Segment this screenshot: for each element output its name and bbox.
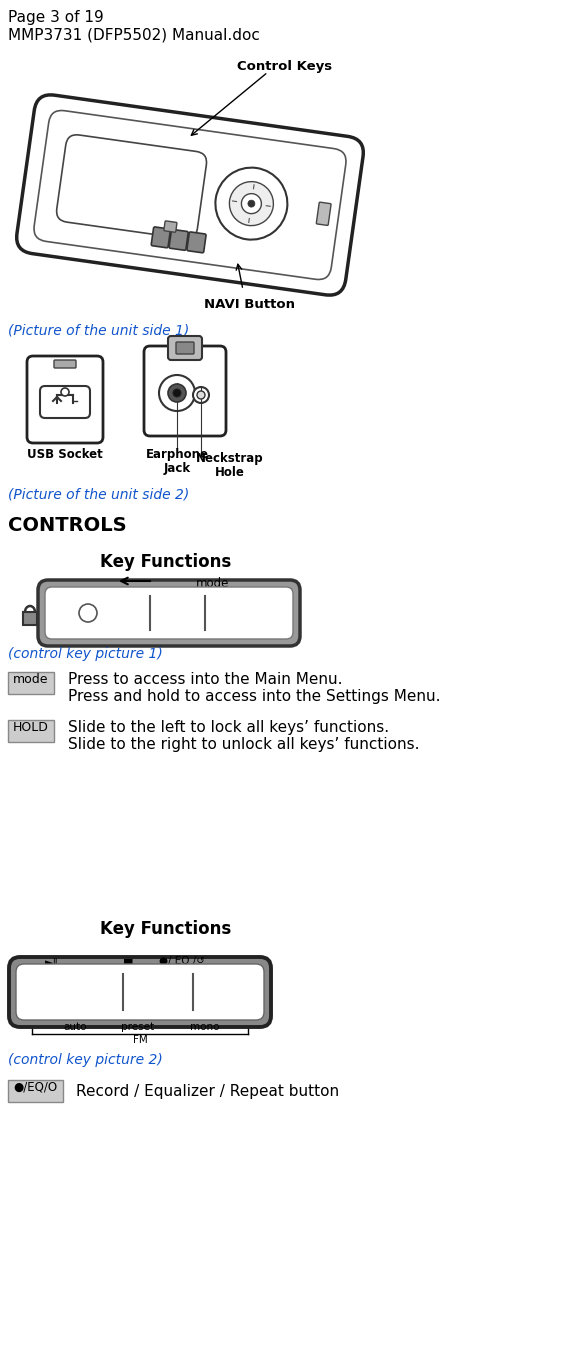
Text: Jack: Jack bbox=[164, 462, 190, 475]
Text: ■: ■ bbox=[123, 957, 133, 968]
Text: Press and hold to access into the Settings Menu.: Press and hold to access into the Settin… bbox=[68, 689, 441, 703]
FancyBboxPatch shape bbox=[151, 227, 170, 247]
Text: (Picture of the unit side 2): (Picture of the unit side 2) bbox=[8, 488, 189, 502]
FancyBboxPatch shape bbox=[168, 335, 202, 360]
FancyBboxPatch shape bbox=[33, 416, 97, 425]
Circle shape bbox=[242, 194, 262, 213]
FancyBboxPatch shape bbox=[8, 672, 54, 694]
Text: NAVI Button: NAVI Button bbox=[205, 297, 295, 311]
Text: CONTROLS: CONTROLS bbox=[8, 516, 127, 535]
Text: mode: mode bbox=[196, 577, 229, 589]
Text: Neckstrap: Neckstrap bbox=[196, 452, 264, 464]
FancyBboxPatch shape bbox=[144, 346, 226, 436]
FancyBboxPatch shape bbox=[45, 587, 293, 640]
Circle shape bbox=[61, 388, 69, 397]
Text: Record / Equalizer / Repeat button: Record / Equalizer / Repeat button bbox=[76, 1084, 339, 1099]
Text: Earphone: Earphone bbox=[145, 448, 209, 460]
FancyBboxPatch shape bbox=[169, 230, 188, 250]
Text: (Picture of the unit side 1): (Picture of the unit side 1) bbox=[8, 325, 189, 338]
FancyBboxPatch shape bbox=[33, 383, 97, 392]
Text: preset: preset bbox=[121, 1023, 154, 1032]
Text: Page 3 of 19: Page 3 of 19 bbox=[8, 10, 104, 24]
FancyBboxPatch shape bbox=[8, 720, 54, 741]
Circle shape bbox=[248, 200, 255, 208]
FancyBboxPatch shape bbox=[164, 221, 177, 232]
Text: (control key picture 1): (control key picture 1) bbox=[8, 646, 163, 661]
FancyBboxPatch shape bbox=[150, 407, 220, 417]
Text: mode: mode bbox=[13, 674, 49, 686]
FancyBboxPatch shape bbox=[38, 580, 300, 646]
FancyBboxPatch shape bbox=[40, 386, 90, 418]
FancyBboxPatch shape bbox=[23, 612, 37, 625]
FancyBboxPatch shape bbox=[316, 202, 331, 225]
Text: ●/ EQ /↺: ●/ EQ /↺ bbox=[159, 956, 205, 966]
Circle shape bbox=[215, 167, 287, 239]
Circle shape bbox=[229, 182, 274, 225]
Text: Slide to the right to unlock all keys’ functions.: Slide to the right to unlock all keys’ f… bbox=[68, 737, 420, 752]
FancyBboxPatch shape bbox=[176, 342, 194, 354]
Circle shape bbox=[173, 388, 181, 397]
Circle shape bbox=[159, 375, 195, 411]
FancyBboxPatch shape bbox=[54, 360, 76, 368]
Text: Control Keys: Control Keys bbox=[238, 60, 332, 73]
Circle shape bbox=[197, 391, 205, 399]
Text: (control key picture 2): (control key picture 2) bbox=[8, 1052, 163, 1067]
Text: auto: auto bbox=[63, 1023, 87, 1032]
Text: ●/EQ/O: ●/EQ/O bbox=[14, 1081, 58, 1095]
Circle shape bbox=[168, 384, 186, 402]
FancyBboxPatch shape bbox=[56, 134, 206, 239]
Text: mono: mono bbox=[190, 1023, 220, 1032]
Text: ►‖: ►‖ bbox=[45, 957, 59, 968]
Text: Press to access into the Main Menu.: Press to access into the Main Menu. bbox=[68, 672, 343, 687]
FancyBboxPatch shape bbox=[150, 375, 220, 386]
FancyBboxPatch shape bbox=[187, 232, 206, 253]
Circle shape bbox=[193, 387, 209, 403]
Text: Hole: Hole bbox=[215, 466, 245, 479]
FancyBboxPatch shape bbox=[16, 964, 264, 1020]
Text: HOLD: HOLD bbox=[13, 721, 49, 735]
Circle shape bbox=[79, 604, 97, 622]
Text: FM: FM bbox=[133, 1035, 148, 1046]
FancyBboxPatch shape bbox=[17, 95, 363, 295]
Text: Key Functions: Key Functions bbox=[100, 553, 231, 570]
Text: Key Functions: Key Functions bbox=[100, 919, 231, 938]
FancyBboxPatch shape bbox=[34, 110, 346, 280]
Text: MMP3731 (DFP5502) Manual.doc: MMP3731 (DFP5502) Manual.doc bbox=[8, 29, 260, 43]
FancyBboxPatch shape bbox=[9, 957, 271, 1027]
Text: USB Socket: USB Socket bbox=[27, 448, 103, 460]
FancyBboxPatch shape bbox=[8, 1080, 63, 1101]
Text: Slide to the left to lock all keys’ functions.: Slide to the left to lock all keys’ func… bbox=[68, 720, 389, 735]
FancyBboxPatch shape bbox=[27, 356, 103, 443]
